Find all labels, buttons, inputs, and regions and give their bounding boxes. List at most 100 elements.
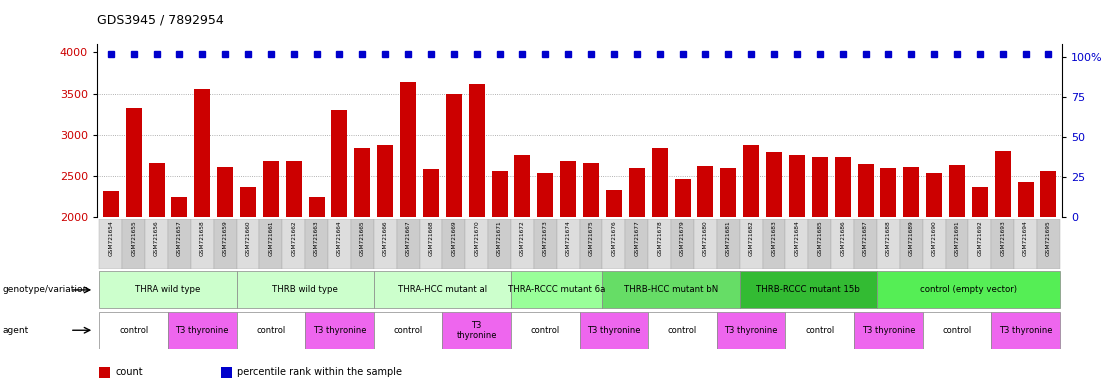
Text: THRB-RCCC mutant 15b: THRB-RCCC mutant 15b [757, 285, 860, 295]
Text: GSM721671: GSM721671 [497, 220, 502, 256]
Bar [236, 312, 306, 349]
Bar [694, 219, 717, 269]
Bar [537, 172, 554, 217]
Bar [877, 271, 1060, 308]
Text: GSM721685: GSM721685 [817, 220, 822, 256]
Bar [191, 219, 214, 269]
Text: GSM721684: GSM721684 [794, 220, 800, 256]
Bar [649, 219, 671, 269]
Bar [1037, 219, 1060, 269]
Text: GSM721674: GSM721674 [566, 220, 570, 256]
Bar [923, 219, 945, 269]
Text: T3
thyronine: T3 thyronine [457, 321, 497, 340]
Text: GSM721680: GSM721680 [703, 220, 708, 256]
Bar [377, 144, 394, 217]
Bar [557, 219, 580, 269]
Text: GSM721672: GSM721672 [520, 220, 525, 256]
Bar [832, 219, 854, 269]
Text: GSM721694: GSM721694 [1024, 220, 1028, 256]
Bar [812, 157, 827, 217]
Bar [583, 164, 599, 217]
Bar [785, 219, 808, 269]
Text: GSM721666: GSM721666 [383, 220, 388, 256]
Bar [675, 179, 690, 217]
Bar [1040, 171, 1057, 217]
Bar [306, 312, 374, 349]
Text: percentile rank within the sample: percentile rank within the sample [237, 367, 403, 377]
Bar [606, 190, 622, 217]
Text: GDS3945 / 7892954: GDS3945 / 7892954 [97, 14, 224, 27]
Bar [171, 197, 188, 217]
Bar [306, 219, 328, 269]
Bar [720, 169, 737, 217]
Bar [945, 219, 968, 269]
Bar [194, 89, 211, 217]
Bar [835, 157, 850, 217]
Bar [99, 219, 122, 269]
Bar [400, 82, 416, 217]
Bar [900, 219, 923, 269]
Bar [671, 219, 694, 269]
Bar [146, 219, 168, 269]
Text: GSM721686: GSM721686 [840, 220, 845, 256]
Bar [854, 312, 923, 349]
Bar [351, 219, 374, 269]
Bar [629, 169, 645, 217]
Text: THRB wild type: THRB wild type [272, 285, 339, 295]
Text: GSM721661: GSM721661 [268, 220, 274, 256]
Bar [511, 219, 534, 269]
Text: GSM721654: GSM721654 [108, 220, 114, 256]
Bar [374, 271, 511, 308]
Text: GSM721693: GSM721693 [1000, 220, 1005, 256]
Bar [968, 219, 992, 269]
Text: control: control [256, 326, 286, 335]
Text: GSM721667: GSM721667 [406, 220, 410, 256]
Text: T3 thyronine: T3 thyronine [313, 326, 366, 335]
Text: control: control [805, 326, 834, 335]
Bar [236, 271, 374, 308]
Text: GSM721695: GSM721695 [1046, 220, 1051, 256]
Bar [602, 219, 625, 269]
Bar [489, 219, 511, 269]
Bar [511, 271, 602, 308]
Text: GSM721676: GSM721676 [611, 220, 617, 256]
Bar [282, 219, 306, 269]
Bar [717, 312, 785, 349]
Bar [923, 312, 992, 349]
Bar [927, 172, 942, 217]
Text: THRA-HCC mutant al: THRA-HCC mutant al [398, 285, 486, 295]
Text: GSM721683: GSM721683 [771, 220, 777, 256]
Bar [422, 169, 439, 217]
Bar [122, 219, 146, 269]
Bar [880, 167, 897, 217]
Bar [1018, 182, 1034, 217]
Text: GSM721659: GSM721659 [223, 220, 227, 256]
Bar [354, 148, 371, 217]
Bar [903, 167, 919, 217]
Text: control (empty vector): control (empty vector) [920, 285, 1017, 295]
Bar [465, 219, 489, 269]
Bar [992, 312, 1060, 349]
Bar [419, 219, 442, 269]
Bar [332, 110, 347, 217]
Bar [625, 219, 649, 269]
Bar [949, 165, 965, 217]
Bar [511, 312, 579, 349]
Bar [972, 187, 988, 217]
Text: genotype/variation: genotype/variation [2, 285, 88, 295]
Text: THRA wild type: THRA wild type [136, 285, 201, 295]
Text: GSM721669: GSM721669 [451, 220, 457, 256]
Bar [743, 144, 759, 217]
Text: GSM721679: GSM721679 [681, 220, 685, 256]
Text: control: control [119, 326, 148, 335]
Bar [99, 271, 236, 308]
Bar [259, 219, 282, 269]
Text: control: control [668, 326, 697, 335]
Text: count: count [116, 367, 143, 377]
Bar [309, 197, 324, 217]
Text: control: control [531, 326, 560, 335]
Bar [697, 166, 714, 217]
Bar [442, 219, 465, 269]
Text: GSM721682: GSM721682 [749, 220, 753, 256]
Bar [857, 164, 874, 217]
